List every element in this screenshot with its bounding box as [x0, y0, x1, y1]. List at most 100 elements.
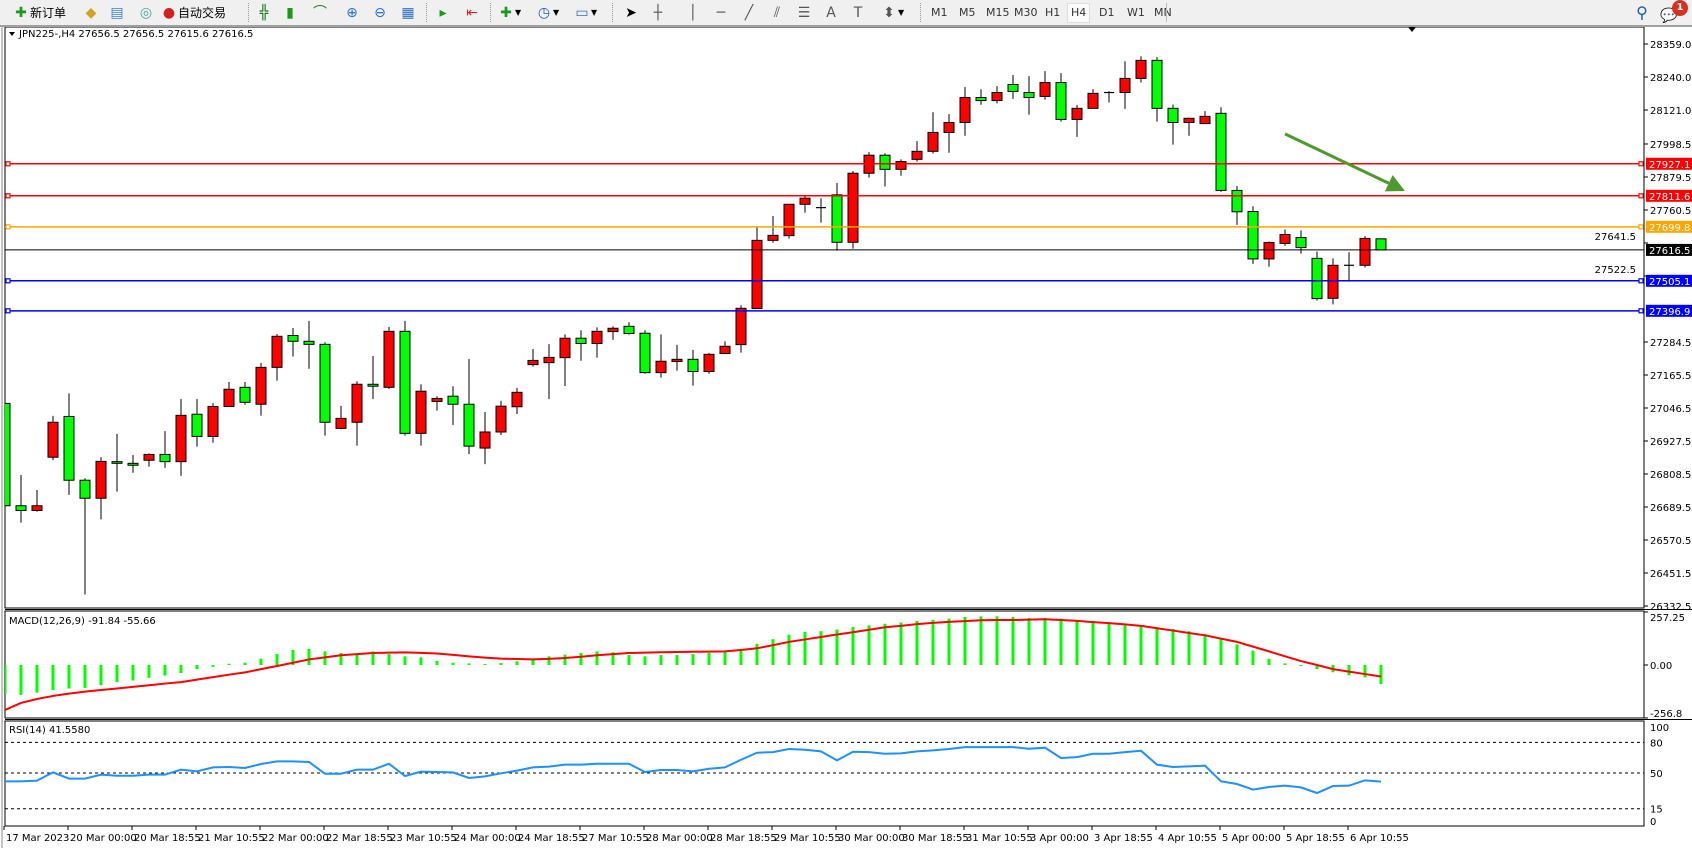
candle	[1087, 89, 1099, 109]
search-icon: ⚲	[1636, 2, 1648, 22]
macd-histogram-bar	[307, 648, 311, 665]
macd-histogram-bar	[1187, 631, 1191, 665]
tile-windows-icon: ▦	[401, 4, 415, 21]
zoom-in-icon: ⊕	[346, 4, 358, 21]
candle-body	[1167, 107, 1179, 123]
timeframe-d1[interactable]: D1	[1099, 6, 1115, 19]
candle-body	[111, 461, 123, 464]
candle-body	[591, 330, 603, 345]
candle-body	[1279, 234, 1291, 244]
crosshair-button[interactable]: ┼	[649, 2, 667, 23]
text-label-button[interactable]: T	[849, 2, 867, 23]
chart-menu-triangle-icon	[9, 32, 15, 36]
cursor-button[interactable]: ➤	[622, 2, 640, 23]
timeframe-h1[interactable]: H1	[1045, 6, 1061, 19]
candle-body	[255, 366, 267, 405]
macd-histogram-bar	[1043, 617, 1047, 665]
candle-body	[351, 383, 363, 423]
bar-chart-button[interactable]: ╬	[255, 2, 273, 23]
signals-button[interactable]: ◎	[137, 2, 155, 23]
level-handle-right	[1638, 308, 1644, 314]
candle	[991, 86, 1003, 104]
level-handle-right	[1638, 224, 1644, 230]
autoscroll-button[interactable]: ⇤	[463, 2, 481, 23]
periods-button[interactable]: ◷ ▼	[535, 2, 559, 23]
candle	[751, 226, 763, 310]
macd-histogram-bar	[1027, 617, 1031, 665]
candle-body	[751, 239, 763, 310]
candle-body	[511, 391, 523, 408]
line-chart-button[interactable]: ⌒	[311, 2, 329, 23]
candle	[495, 400, 507, 436]
market-watch-button[interactable]: ◆	[82, 2, 100, 23]
timeframe-mn[interactable]: MN	[1154, 6, 1172, 19]
candle	[303, 321, 315, 369]
candle	[1104, 91, 1114, 103]
candle-body	[687, 358, 699, 373]
candle	[655, 334, 667, 378]
fibonacci-button[interactable]: ☰	[795, 2, 813, 23]
candle	[31, 489, 43, 512]
tile-windows-button[interactable]: ▦	[399, 2, 417, 23]
current-price-badge	[1646, 243, 1692, 256]
timeframe-w1[interactable]: W1	[1127, 6, 1145, 19]
trendline-button[interactable]: ╱	[740, 2, 758, 23]
zoom-in-button[interactable]: ⊕	[343, 2, 361, 23]
price-axis-label: 26689.5	[1650, 503, 1691, 514]
candle-body	[879, 154, 891, 170]
macd-histogram-bar	[451, 662, 455, 665]
candle	[191, 398, 203, 447]
macd-histogram-bar	[403, 656, 407, 665]
level-handle-left	[5, 193, 11, 199]
text-button[interactable]: A	[822, 2, 840, 23]
price-axis-label: 26808.5	[1650, 470, 1691, 481]
candle-body	[1151, 59, 1163, 109]
candle	[607, 326, 619, 340]
candle-body	[159, 453, 171, 463]
timeframe-h4[interactable]: H4	[1067, 3, 1091, 23]
timeframe-m15[interactable]: M15	[986, 6, 1010, 19]
cursor-icon: ➤	[625, 4, 637, 21]
autotrading-button[interactable]: ● 自动交易	[160, 2, 226, 23]
candle	[1263, 241, 1275, 267]
timeframe-m30[interactable]: M30	[1014, 6, 1038, 19]
level-price-badge	[1646, 157, 1692, 170]
text-label-icon: T	[853, 4, 863, 21]
macd-histogram-bar	[1363, 665, 1367, 678]
macd-histogram-bar	[1059, 618, 1063, 665]
templates-button[interactable]: ▭ ▼	[573, 2, 597, 23]
candle	[847, 171, 859, 249]
timeframe-m1[interactable]: M1	[931, 6, 948, 19]
level-handle-right	[1638, 193, 1644, 199]
notifications-button[interactable]: 💬 1	[1660, 0, 1690, 24]
macd-axis-label: 0.00	[1650, 661, 1672, 672]
equidistant-channel-button[interactable]: ⫽	[768, 2, 786, 23]
macd-histogram-bar	[115, 665, 119, 683]
timeframe-m5[interactable]: M5	[959, 6, 976, 19]
chart-shift-button[interactable]: ▸	[434, 2, 452, 23]
macd-histogram-bar	[1155, 627, 1159, 665]
time-axis-label: 27 Mar 10:55	[582, 833, 649, 844]
candle	[735, 305, 747, 353]
horizontal-line-button[interactable]: ─	[712, 2, 730, 23]
candle	[1279, 229, 1291, 246]
vertical-line-button[interactable]: │	[684, 2, 702, 23]
chart-background	[0, 26, 1692, 848]
candle-body	[495, 405, 507, 433]
macd-histogram-bar	[563, 654, 567, 665]
search-button[interactable]: ⚲	[1633, 2, 1651, 23]
candle-body	[927, 131, 939, 152]
candle-body	[1007, 83, 1019, 92]
time-axis-label: 6 Apr 10:55	[1350, 833, 1409, 844]
candle	[175, 398, 187, 476]
candlesticks-button[interactable]: ▮	[281, 2, 299, 23]
candle	[1215, 107, 1227, 192]
arrows-button[interactable]: ⬍ ▼	[880, 2, 904, 23]
zoom-out-button[interactable]: ⊖	[371, 2, 389, 23]
candle	[1023, 76, 1035, 115]
data-window-button[interactable]: ▤	[108, 2, 126, 23]
new-order-button[interactable]: ✚ 新订单	[12, 2, 66, 23]
candle-body	[399, 330, 411, 434]
indicators-button[interactable]: ✚ ▼	[497, 2, 521, 23]
